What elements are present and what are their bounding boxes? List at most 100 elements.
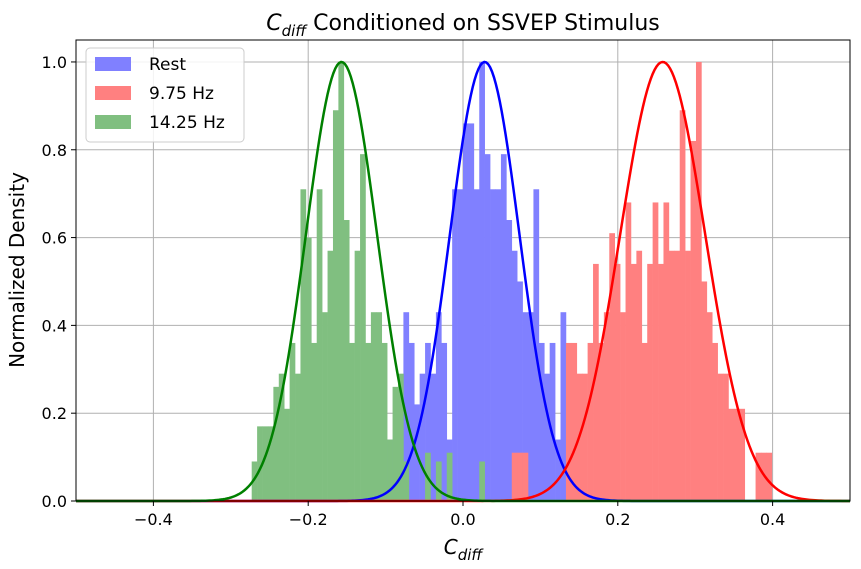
hist-bar — [685, 250, 691, 501]
hist-bar — [658, 263, 664, 501]
hist-bar — [528, 312, 534, 501]
hist-bar — [479, 461, 485, 501]
hist-bar — [365, 342, 372, 501]
hist-bar — [663, 202, 670, 501]
hist-bar — [397, 373, 404, 501]
hist-bar — [484, 154, 491, 501]
hist-bar — [343, 220, 350, 501]
hist-bar — [295, 373, 301, 501]
hist-bar — [598, 342, 605, 501]
y-tick-label: 0.0 — [42, 492, 67, 511]
hist-bar — [690, 140, 697, 501]
hist-bar — [620, 312, 626, 501]
hist-bar — [695, 61, 702, 501]
hist-bar — [322, 312, 328, 501]
hist-bar — [311, 342, 318, 501]
hist-bar — [674, 250, 681, 501]
hist-bar — [517, 281, 523, 501]
hist-bar — [723, 373, 729, 501]
legend-label-2: 14.25 Hz — [149, 113, 225, 133]
legend-label-1: 9.75 Hz — [149, 84, 214, 104]
hist-bar — [766, 452, 773, 501]
hist-bar — [305, 237, 312, 502]
hist-bar — [387, 439, 393, 501]
hist-bar — [625, 202, 632, 501]
hist-bar — [370, 312, 377, 501]
hist-bar — [468, 123, 475, 502]
hist-bar — [706, 312, 713, 501]
hist-bar — [571, 342, 578, 501]
hist-bar — [511, 452, 518, 501]
hist-bar — [647, 263, 653, 501]
hist-bar — [652, 202, 659, 501]
y-axis-label: Normalized Density — [5, 172, 29, 368]
hist-bar — [349, 342, 355, 501]
hist-series-0 — [387, 61, 567, 502]
x-tick-label: 0.4 — [760, 510, 785, 529]
y-tick-label: 0.4 — [42, 316, 67, 335]
x-axis-label: Cdiff — [444, 535, 485, 564]
hist-bar — [360, 154, 366, 501]
hist-bar — [419, 373, 426, 501]
hist-bar — [636, 250, 643, 501]
hist-bar — [473, 189, 480, 501]
hist-bar — [408, 342, 415, 501]
y-tick-label: 0.2 — [42, 404, 67, 423]
hist-bar — [435, 461, 442, 501]
hist-bar — [587, 342, 594, 501]
hist-bar — [273, 386, 280, 501]
legend-label-0: Rest — [149, 55, 186, 75]
legend-swatch-0 — [95, 57, 131, 71]
hist-bar — [251, 461, 258, 501]
hist-bar — [517, 452, 523, 501]
hist-bar — [332, 110, 339, 501]
hist-bar — [522, 312, 529, 501]
hist-bar — [500, 154, 507, 501]
hist-bar — [381, 342, 388, 501]
hist-bar — [603, 312, 610, 501]
hist-bar — [403, 461, 410, 501]
hist-bar — [376, 312, 383, 501]
hist-bar — [679, 110, 686, 501]
hist-bar — [668, 250, 675, 501]
hist-bar — [593, 263, 599, 501]
hist-bar — [609, 233, 616, 501]
hist-bar — [641, 342, 648, 501]
hist-bar — [712, 342, 718, 501]
hist-bar — [262, 426, 269, 501]
hist-bar — [435, 312, 442, 501]
hist-bar — [457, 189, 464, 501]
x-tick-label: 0.0 — [450, 510, 475, 529]
hist-series-2 — [251, 61, 485, 502]
hist-bar — [490, 189, 496, 501]
hist-bar — [284, 408, 290, 501]
hist-bar — [267, 426, 274, 501]
hist-bar — [555, 439, 561, 501]
hist-bar — [278, 373, 285, 501]
x-tick-label: 0.2 — [605, 510, 630, 529]
hist-bar — [630, 263, 637, 501]
hist-bar — [614, 263, 621, 501]
y-tick-label: 0.6 — [42, 229, 67, 248]
y-tick-label: 0.8 — [42, 141, 67, 160]
hist-bar — [582, 373, 588, 501]
hist-bar — [430, 373, 437, 501]
legend-swatch-1 — [95, 86, 131, 100]
hist-bar — [441, 342, 448, 501]
hist-bar — [717, 373, 724, 501]
hist-bar — [327, 250, 334, 501]
y-tick-label: 1.0 — [42, 53, 67, 72]
histogram-bars — [251, 61, 773, 502]
hist-bar — [392, 386, 399, 501]
hist-bar — [425, 342, 431, 501]
hist-bar — [506, 220, 513, 501]
hist-bar — [560, 312, 567, 501]
hist-bar — [522, 452, 529, 501]
hist-bar — [446, 452, 453, 501]
hist-bar — [300, 189, 307, 501]
hist-bar — [733, 408, 740, 501]
hist-bar — [538, 342, 545, 501]
hist-bar — [739, 408, 746, 501]
hist-bar — [338, 61, 345, 501]
